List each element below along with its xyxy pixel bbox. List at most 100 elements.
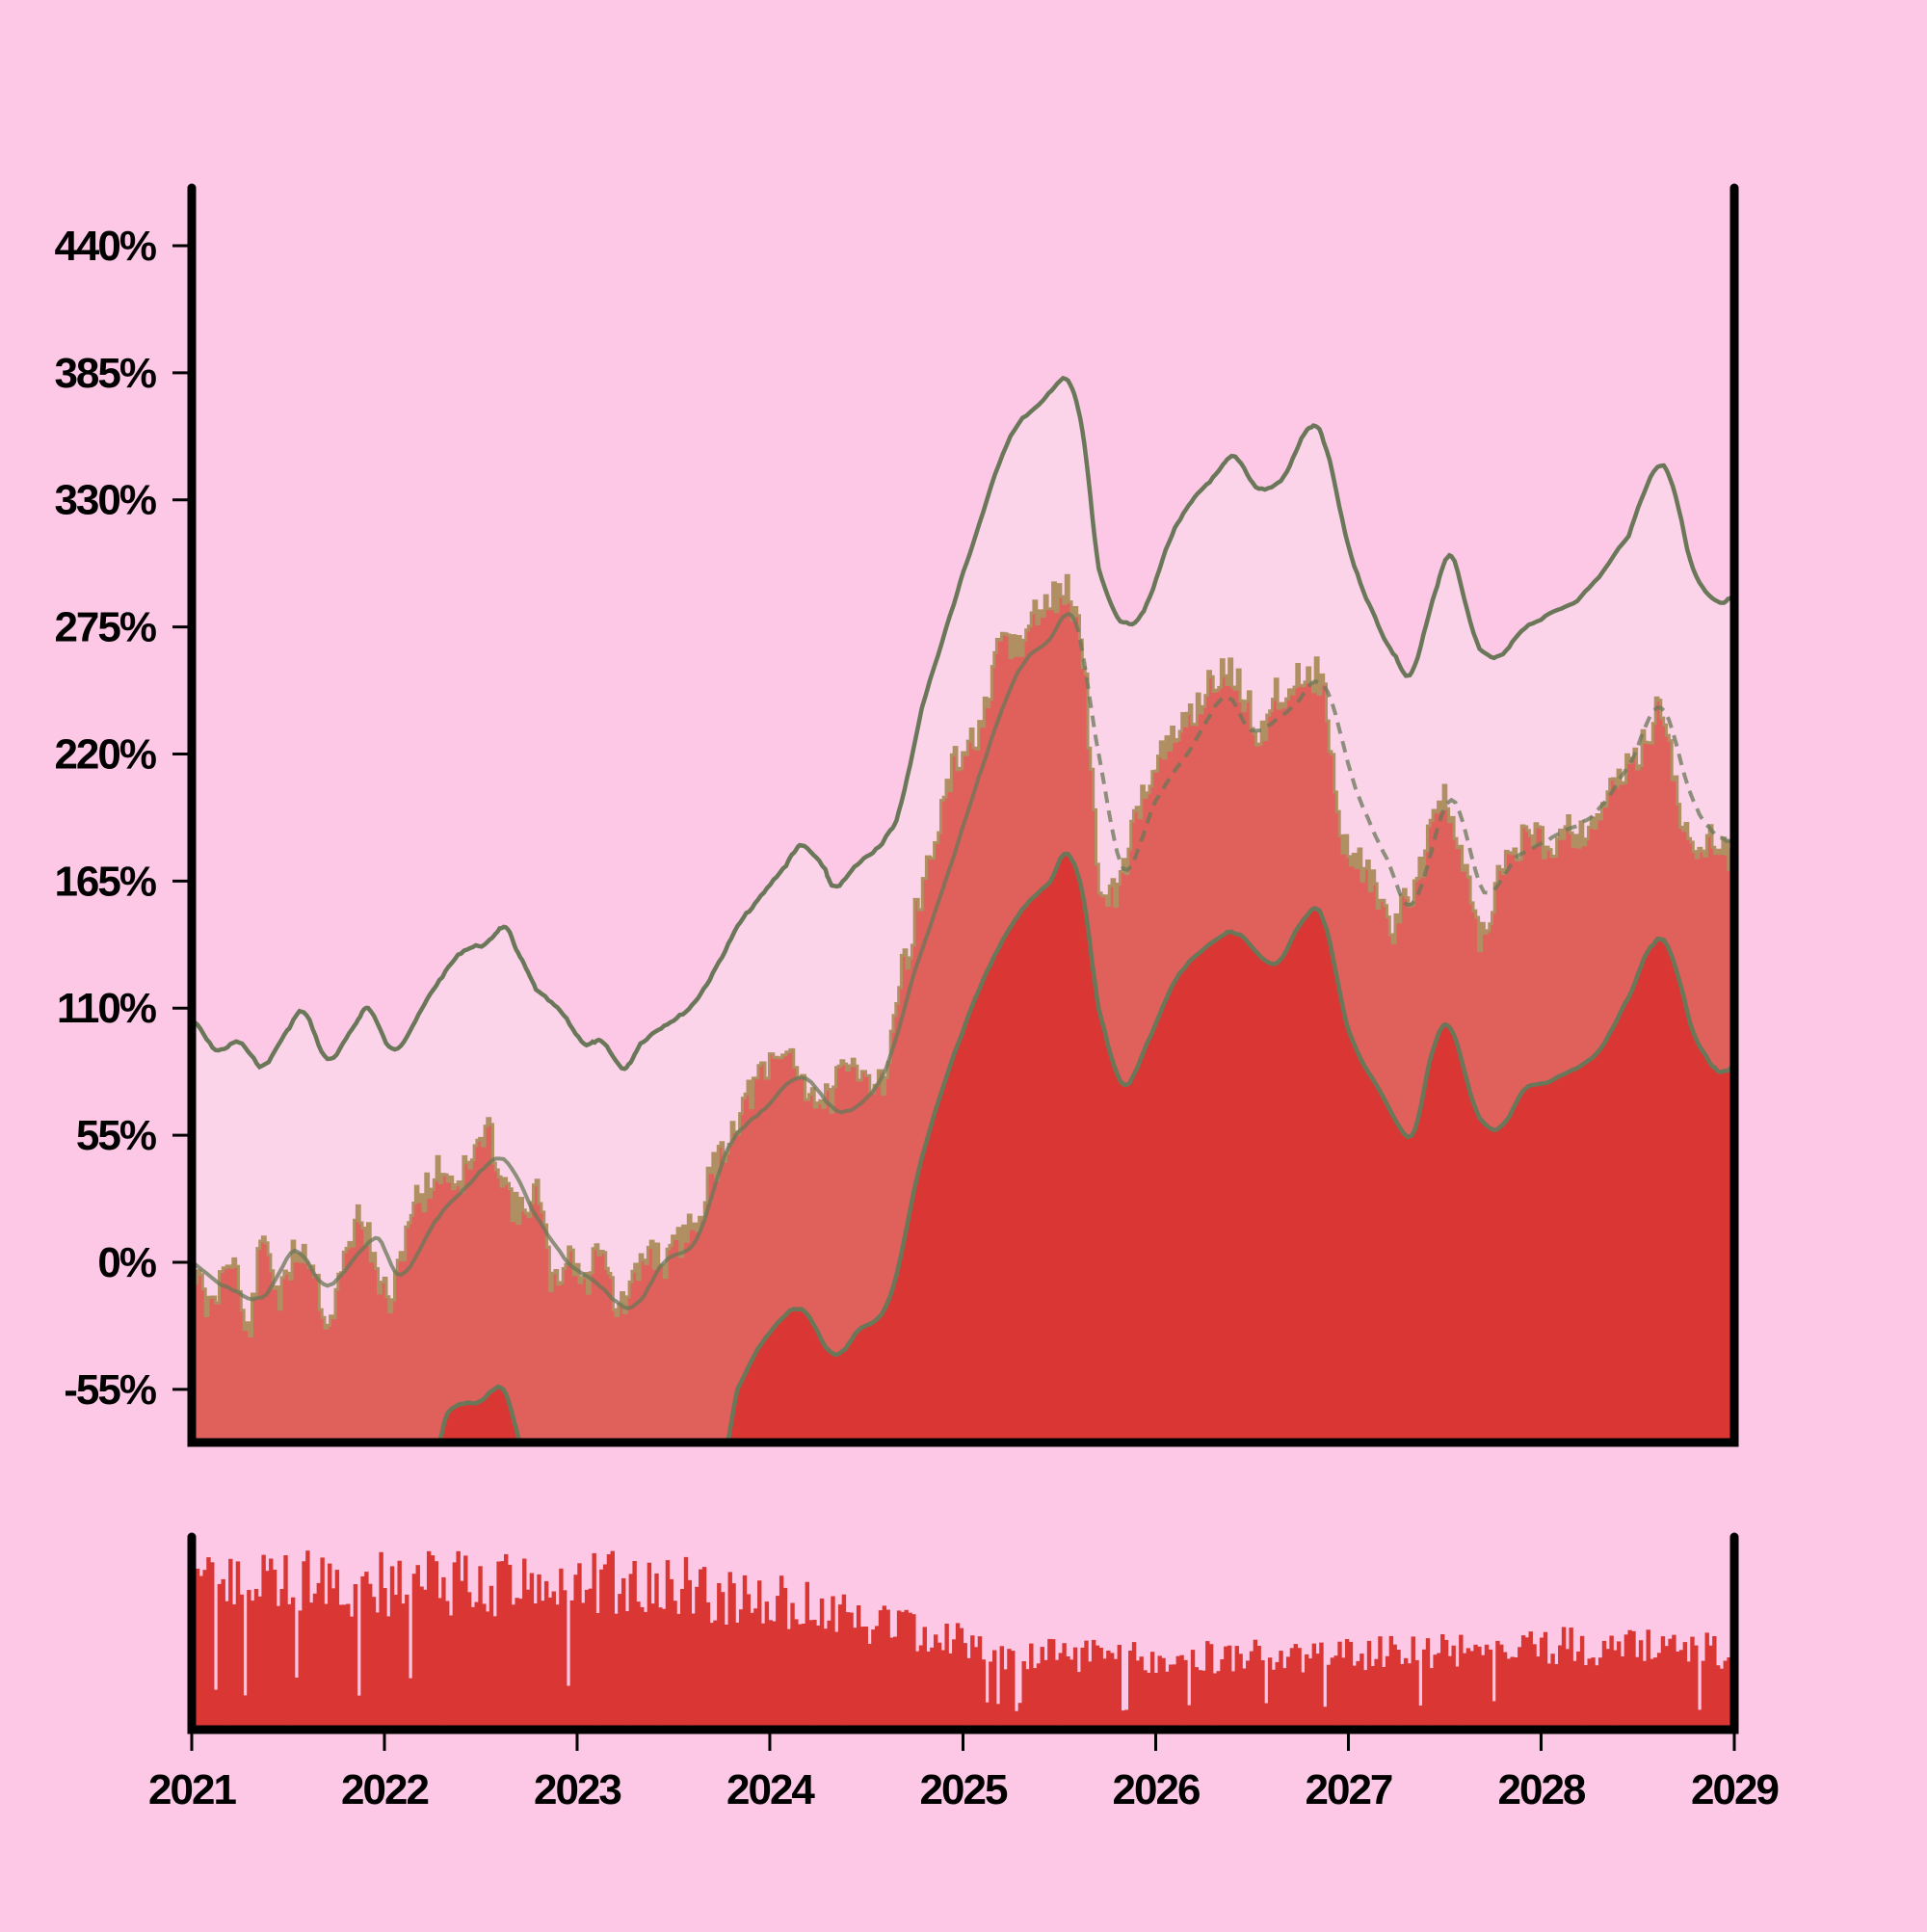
volume-bar (1690, 1636, 1695, 1730)
volume-bar (533, 1603, 538, 1730)
volume-bar (1561, 1627, 1567, 1730)
volume-bar (926, 1651, 931, 1730)
volume-bar (948, 1653, 953, 1730)
volume-bar (709, 1623, 714, 1730)
volume-bar (371, 1597, 377, 1730)
volume-bar (1275, 1661, 1280, 1730)
volume-bar (1597, 1657, 1603, 1730)
volume-bar (290, 1597, 296, 1730)
volume-bar (1440, 1634, 1445, 1730)
volume-bar (1672, 1634, 1676, 1730)
volume-bar (1311, 1643, 1317, 1730)
volume-bar (202, 1570, 207, 1730)
volume-bar (496, 1561, 501, 1730)
volume-bar (1297, 1648, 1302, 1730)
volume-bar (1480, 1654, 1486, 1730)
volume-bar (1697, 1709, 1703, 1730)
volume-bar (713, 1620, 718, 1730)
main-axes-frame (187, 183, 1739, 1447)
volume-bar (1701, 1660, 1706, 1730)
volume-bar (320, 1557, 325, 1730)
volume-bar (757, 1580, 762, 1730)
volume-bar (492, 1616, 497, 1730)
volume-bar (1524, 1637, 1530, 1730)
volume-bar (1403, 1657, 1409, 1730)
volume-bar (1344, 1639, 1350, 1730)
volume-bar (699, 1569, 703, 1730)
volume-bar (1660, 1636, 1666, 1730)
volume-bar (1518, 1647, 1522, 1730)
volume-bar (1032, 1668, 1038, 1730)
volume-bar (636, 1601, 641, 1730)
volume-bar (1238, 1654, 1243, 1730)
x-tick-label: 2025 (920, 1766, 1008, 1813)
volume-bar (1664, 1646, 1669, 1730)
volume-bar (474, 1601, 479, 1730)
volume-bar (735, 1622, 740, 1730)
volume-bar (602, 1564, 608, 1730)
middle-band-step-line (192, 573, 1734, 1337)
volume-bar (1307, 1658, 1313, 1730)
volume-bar (1437, 1653, 1441, 1730)
volume-bar (963, 1643, 967, 1730)
volume-bar (276, 1605, 281, 1730)
volume-bar (566, 1685, 571, 1730)
volume-bar (1506, 1658, 1512, 1730)
volume-bar (981, 1659, 986, 1730)
volume-bar (1264, 1703, 1269, 1730)
volume-bar (1477, 1646, 1482, 1730)
volume-bar (1565, 1649, 1571, 1730)
volume-bar (1425, 1638, 1431, 1730)
volume-bar (782, 1587, 788, 1730)
volume-bar (559, 1568, 564, 1730)
volume-bar (1062, 1643, 1067, 1730)
volume-bar (210, 1562, 215, 1730)
volume-bar (1646, 1629, 1650, 1730)
volume-bar (1143, 1670, 1148, 1730)
volume-bar (628, 1574, 634, 1730)
volume-bar (265, 1571, 270, 1730)
volume-bar (488, 1585, 494, 1730)
volume-bar (221, 1578, 225, 1730)
volume-bar (772, 1621, 777, 1730)
volume-bar (875, 1626, 880, 1730)
volume-bar (342, 1604, 347, 1730)
volume-bar (1528, 1631, 1533, 1730)
volume-bar (573, 1575, 578, 1730)
x-tick-label: 2026 (1113, 1766, 1200, 1813)
volume-bar (257, 1596, 263, 1730)
volume-bar (1088, 1661, 1093, 1730)
volume-bar (679, 1589, 685, 1730)
volume-bar (349, 1616, 355, 1730)
volume-bar (522, 1558, 527, 1730)
volume-bar (812, 1620, 817, 1730)
x-tick-label: 2027 (1306, 1766, 1392, 1813)
volume-bar (1054, 1659, 1060, 1730)
volume-bar (405, 1594, 409, 1730)
volume-bar (1330, 1657, 1335, 1730)
volume-bar (1676, 1652, 1680, 1730)
volume-bar (1411, 1636, 1415, 1730)
volume-bar (1153, 1673, 1159, 1730)
volume-bar (338, 1604, 343, 1730)
volume-bar (1642, 1660, 1648, 1730)
volume-bar (889, 1637, 894, 1730)
volume-bar (547, 1597, 553, 1730)
volume-bar (1007, 1649, 1012, 1730)
volume-bar (834, 1631, 839, 1730)
volume-bar (1319, 1642, 1324, 1730)
x-tick-label: 2022 (341, 1766, 428, 1813)
volume-bar (944, 1624, 949, 1730)
y-tick-label: 330% (54, 477, 155, 524)
volume-bar (1407, 1663, 1412, 1730)
volume-bar (478, 1566, 483, 1730)
volume-bar (878, 1610, 884, 1730)
volume-bar (632, 1561, 637, 1730)
volume-bar (1043, 1659, 1048, 1730)
volume-bar (356, 1695, 361, 1730)
volume-bar (1080, 1647, 1085, 1730)
volume-bar (1198, 1670, 1202, 1730)
volume-bar (1271, 1669, 1277, 1730)
volume-bar (541, 1601, 545, 1730)
volume-bar (831, 1596, 835, 1730)
